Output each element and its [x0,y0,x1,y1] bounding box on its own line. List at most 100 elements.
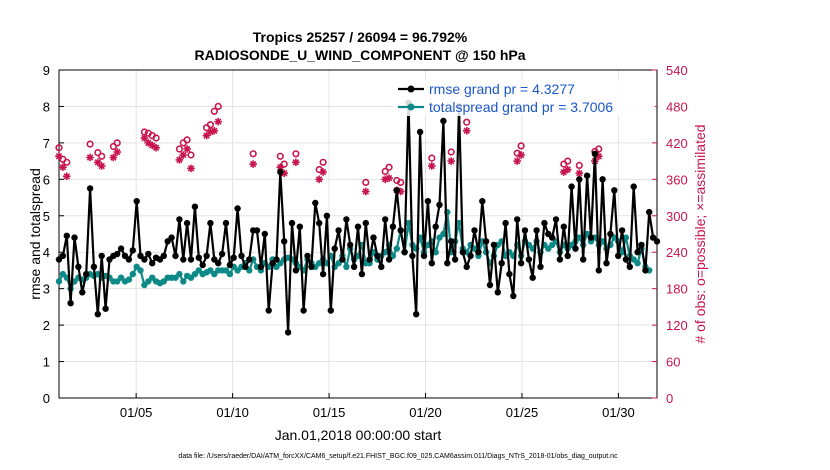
plot-frame [58,69,658,399]
rmse-point [603,260,610,267]
rmse-point [191,203,199,210]
obs-assimilated-marker [152,143,160,152]
rmse-point [599,176,606,183]
rmse-point [607,230,614,238]
legend-text-rmse: rmse grand pr = 4.3277 [429,81,575,97]
obs-assimilated-marker [462,126,471,135]
obs-assimilated-marker [517,151,525,159]
obs-possible-marker [206,121,214,129]
x-tick-label: 01/05 [120,405,153,420]
rmse-point [611,187,618,194]
obs-assimilated-marker [183,145,191,153]
rmse-point [358,270,366,278]
rmse-point [494,289,501,296]
rmse-point [257,263,265,270]
rmse-point [253,227,261,234]
obs-possible-marker [183,136,191,144]
obs-possible-marker [595,145,603,153]
rmse-point [230,254,237,261]
obs-assimilated-marker [210,126,219,135]
rmse-point [521,227,529,234]
rmse-point [145,250,152,258]
rmse-point [463,263,470,270]
totalspread-point [226,270,234,278]
rmse-point [432,223,439,230]
totalspread-point [343,263,350,270]
obs-assimilated-marker [97,162,106,170]
rmse-point [319,270,327,278]
obs-assimilated-marker [59,163,67,171]
rmse-point [246,256,253,263]
legend-bg [393,80,655,116]
obs-possible-marker [575,161,583,169]
rmse-point [393,187,400,194]
y-right-tick-label: 300 [666,209,688,224]
rmse-point [114,250,121,258]
obs-assimilated-marker [385,174,393,182]
obs-possible-marker [564,157,572,165]
rmse-point [366,256,373,263]
rmse-point [98,252,105,260]
totalspread-series [55,208,653,292]
rmse-point [94,311,102,318]
rmse-point [362,219,369,227]
x-tick-label: 01/10 [216,405,249,420]
totalspread-point [455,219,463,227]
rmse-point [436,201,443,208]
rmse-point [133,198,140,205]
rmse-point [475,249,482,256]
x-tick-label: 01/15 [313,405,346,420]
legend: rmse grand pr = 4.3277 totalspread grand… [393,80,655,116]
rmse-point [595,267,602,274]
rmse-point [549,234,556,241]
rmse-point [467,252,474,260]
y-left-axis-ticks: 0 1 2 3 4 5 6 7 8 9 [43,63,64,406]
rmse-point [378,263,385,270]
rmse-point [444,260,451,267]
rmse-point [428,260,435,267]
rmse-point [304,252,311,260]
rmse-point [168,234,175,241]
rmse-point [172,252,179,260]
rmse-point [459,249,466,256]
obs-assimilated-marker [113,148,122,156]
legend-text-spread: totalspread grand pr = 3.7006 [429,99,613,115]
rmse-point [409,252,416,260]
y-right-tick-label: 120 [666,318,688,333]
obs-possible-marker [447,148,455,156]
legend-marker-rmse [407,85,415,93]
legend-marker-spread [407,103,415,111]
rmse-point [401,249,408,256]
rmse-point [413,311,420,318]
rmse-point [59,252,67,260]
rmse-point [490,241,498,249]
rmse-point [525,256,533,263]
rmse-series [55,99,661,336]
obs-possible-marker [55,144,63,152]
rmse-point [215,260,222,267]
obs-assimilated-marker [187,164,195,173]
totalspread-point [440,230,447,238]
y-right-axis-ticks: 0 60 120 180 240 300 360 420 480 540 [652,63,688,406]
x-tick-label: 01/30 [602,405,635,420]
rmse-point [420,252,428,260]
rmse-point [323,212,331,219]
rmse-point [479,198,486,205]
rmse-point [71,234,78,241]
obs-possible-marker [98,152,106,160]
rmse-point [552,216,560,223]
rmse-point [125,256,133,263]
rmse-point [129,247,136,254]
rmse-point [117,245,125,252]
rmse-point [160,252,167,260]
rmse-point [564,252,571,260]
rmse-point [141,256,148,263]
rmse-point [218,250,226,258]
y-left-tick-label: 6 [43,172,50,187]
rmse-point [79,289,86,296]
obs-assimilated-marker [319,168,327,176]
rmse-point [149,260,156,267]
y-right-tick-label: 540 [666,63,688,78]
rmse-point [370,234,377,241]
obs-possible-marker [517,142,525,150]
